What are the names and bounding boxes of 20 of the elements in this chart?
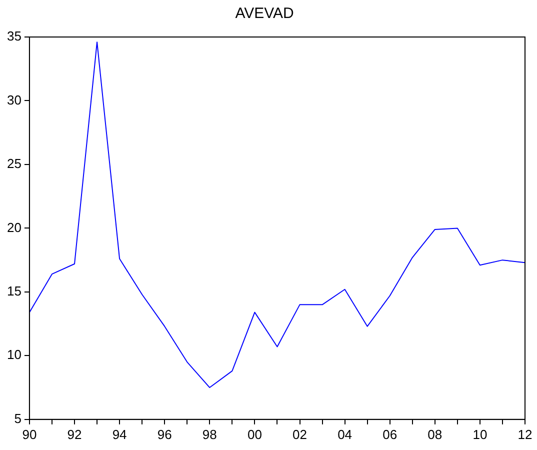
x-tick-label: 92 xyxy=(67,426,82,442)
x-tick-label: 90 xyxy=(22,426,37,442)
y-tick-label: 10 xyxy=(6,347,22,362)
x-tick-label: 00 xyxy=(247,426,262,442)
x-tick-label: 12 xyxy=(518,426,532,442)
y-tick-label: 30 xyxy=(6,92,22,108)
chart-title: AVEVAD xyxy=(235,5,294,22)
x-tick-label: 94 xyxy=(112,426,127,442)
y-tick-label: 5 xyxy=(14,410,22,426)
x-tick-label: 96 xyxy=(157,426,172,442)
x-tick-label: 04 xyxy=(338,426,352,442)
x-tick-label: 06 xyxy=(382,426,398,442)
x-tick-label: 02 xyxy=(292,426,307,442)
y-tick-label: 15 xyxy=(6,284,22,299)
x-tick-label: 98 xyxy=(202,426,217,442)
y-tick-label: 20 xyxy=(6,220,22,235)
y-tick-label: 25 xyxy=(6,156,22,172)
x-tick-label: 10 xyxy=(472,426,488,442)
y-tick-label: 35 xyxy=(6,28,22,44)
x-tick-label: 08 xyxy=(428,426,442,442)
